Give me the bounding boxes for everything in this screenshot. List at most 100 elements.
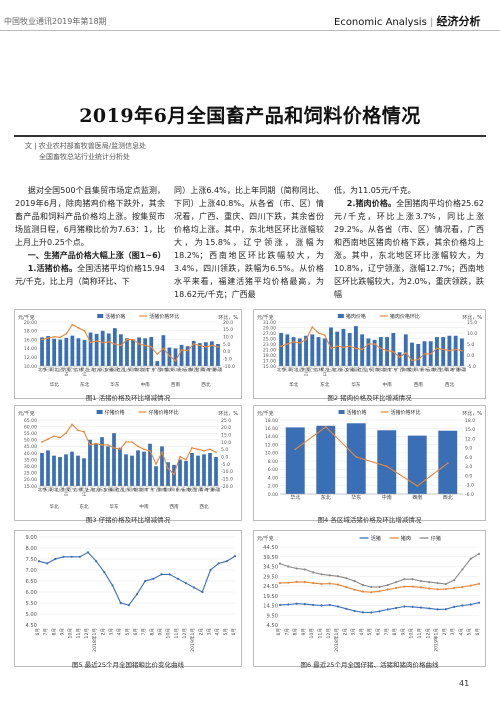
x-tick-label: 青海 [202,366,211,373]
line-point [303,603,306,606]
line-point [428,581,431,584]
x-tick-label: 上海 [86,486,95,493]
line-point [345,607,348,610]
line-point [312,603,315,607]
paragraph-pork-text: 全国猪肉平均价格25.62元/千克，环比上涨3.7%，同比上涨29.2%。从各省… [334,199,484,299]
line-point [294,448,297,451]
x-tick-label: 吉林 [74,366,83,373]
line-point [156,353,159,356]
y-tick-label: 27.00 [263,331,276,337]
y-axis-title: 元/千克 [257,410,274,417]
group-label: 西北 [199,503,209,510]
line-point [203,449,205,452]
y2-tick-label: -6.0 [465,492,474,498]
line-point [336,345,339,348]
legend-label-bar: 仔猪价格 [105,409,125,416]
bar [310,334,315,366]
bar [316,425,336,494]
x-tick-label: 贵州 [176,486,184,493]
chart-1-box: 元/千克 环比，% 活猪价格 活猪价格环比 20.00 18.00 16.00 14.00 12… [14,309,242,402]
x-tick-label: 山西 [56,486,64,493]
bar [58,456,62,486]
line-point [62,555,65,558]
y-tick-label: 31.00 [263,320,276,326]
line-point [107,340,110,343]
bar [322,338,327,366]
x-tick-label: 11月 [174,628,180,638]
x-tick-label: 内蒙古 [302,366,310,378]
bar [94,443,98,486]
line-point [280,345,283,348]
bar [416,344,421,366]
x-tick-label: 北京 [38,366,46,373]
line-point [107,444,109,446]
x-tick-label: 广西 [152,486,160,493]
line-point [404,351,407,354]
y-axis-title: 元/千克 [18,314,35,321]
legend-label-bar: 猪肉价格 [346,313,366,320]
x-tick-label: 东北 [321,494,331,501]
paragraph-continued-2: 低，为11.05元/千克。 [334,186,416,195]
line-point [295,602,298,605]
x-tick-label: 华东 [351,494,361,501]
x-tick-label: 6月 [376,628,382,636]
bar [214,456,218,486]
line-point [168,354,171,357]
line-point [336,583,340,586]
y2-tick-label: 10.0 [467,331,477,337]
x-tick-label: 6月 [276,628,282,636]
x-tick-label: 陕西 [190,366,198,373]
section-label: Economic Analysis | 经济分析 [334,13,481,29]
y-tick-label: 55.00 [24,431,37,437]
y-tick-label: 8.00 [268,459,278,465]
line-point [113,446,115,449]
x-tick-label: 10月 [409,628,415,638]
line-point [312,571,315,574]
line-point [168,573,171,576]
authors-line-1: 文 | 农业农村部畜牧兽医局/监测信息处 [25,142,147,150]
group-label: 西南 [171,381,181,388]
line-point [453,579,456,582]
x-tick-label: 12月 [425,628,431,638]
y-tick-label: 10.00 [24,364,37,370]
section-heading: 一、生猪产品价格大幅上涨（图1~6） [27,251,166,260]
x-tick-label: 2019年1月 [189,628,196,652]
line-point [353,588,356,591]
y2-tick-label: -10.0 [221,469,233,475]
line-point [46,562,49,565]
line-point [77,326,80,329]
y-tick-label: 65.00 [24,418,37,424]
y-tick-label: 12.00 [24,355,37,361]
legend-swatch-bar [96,410,103,414]
line-point [295,567,298,570]
x-tick-label: 浙江 [99,366,107,373]
group-label: 东北 [320,381,330,388]
x-tick-label: 5月 [223,628,229,636]
y2-axis-title: 环比，% [218,314,238,321]
x-tick-label: 广东 [389,366,397,373]
y2-tick-label: 0.0 [221,454,228,460]
line-point [149,449,151,452]
line-point [342,346,345,349]
line-point [101,444,103,446]
y-tick-label: 40.00 [24,451,37,457]
x-tick-label: 河南 [128,486,136,492]
line-point [419,580,423,583]
line-point [324,425,327,428]
x-tick-label: 湖南 [383,366,391,373]
bar [106,333,111,366]
line-point [379,347,382,350]
line-point [323,334,326,337]
bar [82,340,87,366]
y2-tick-label: 18.0 [465,418,475,424]
x-tick-label: 宁夏 [206,486,215,492]
x-tick-label: 华北 [290,494,300,501]
bar [40,337,44,366]
line-point [320,604,323,607]
x-tick-label: 9月 [60,628,66,636]
column-3: 低，为11.05元/千克。 2.猪肉价格。全国猪肉平均价格25.62元/千克，环… [334,184,484,301]
x-tick-label: 云南 [427,366,435,373]
line-point [386,608,389,611]
line-point [469,557,472,560]
line-point [217,562,220,565]
